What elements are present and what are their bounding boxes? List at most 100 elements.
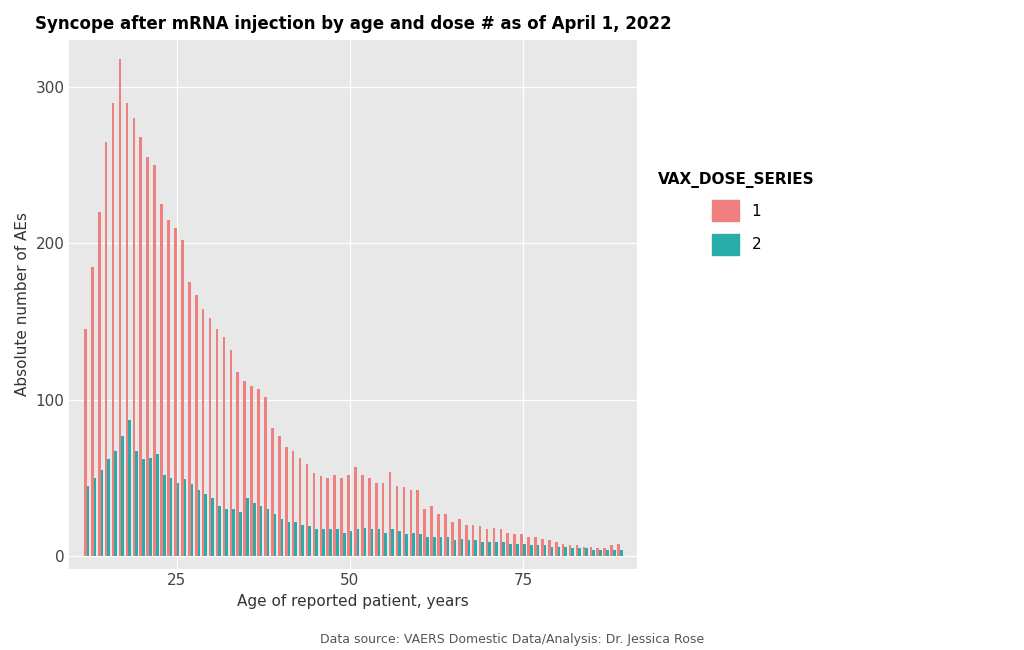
Bar: [564, 547, 567, 556]
Bar: [244, 381, 246, 556]
Bar: [558, 547, 560, 556]
Bar: [299, 458, 301, 556]
Bar: [336, 530, 339, 556]
Bar: [281, 519, 284, 556]
Bar: [568, 545, 571, 556]
Bar: [87, 486, 89, 556]
Bar: [620, 550, 623, 556]
Text: Data source: VAERS Domestic Data/Analysis: Dr. Jessica Rose: Data source: VAERS Domestic Data/Analysi…: [319, 634, 705, 647]
Bar: [132, 118, 135, 556]
Bar: [423, 509, 426, 556]
Bar: [437, 514, 440, 556]
Bar: [229, 350, 232, 556]
Bar: [433, 538, 435, 556]
Bar: [163, 474, 166, 556]
Bar: [285, 447, 288, 556]
Bar: [410, 490, 413, 556]
Bar: [472, 525, 474, 556]
Bar: [312, 473, 315, 556]
Bar: [452, 522, 454, 556]
Bar: [384, 532, 387, 556]
Bar: [571, 548, 574, 556]
Bar: [599, 550, 602, 556]
Bar: [181, 240, 183, 556]
Bar: [440, 538, 442, 556]
Bar: [382, 482, 384, 556]
Bar: [323, 530, 325, 556]
Bar: [350, 531, 352, 556]
Bar: [167, 220, 170, 556]
Bar: [91, 266, 93, 556]
Bar: [327, 478, 329, 556]
Bar: [527, 538, 529, 556]
Bar: [597, 548, 599, 556]
Bar: [100, 470, 103, 556]
Bar: [343, 532, 345, 556]
Bar: [481, 542, 484, 556]
Bar: [174, 227, 177, 556]
Bar: [465, 525, 468, 556]
Bar: [211, 498, 214, 556]
Bar: [541, 539, 544, 556]
Bar: [315, 530, 317, 556]
Bar: [375, 482, 378, 556]
Title: Syncope after mRNA injection by age and dose # as of April 1, 2022: Syncope after mRNA injection by age and …: [35, 15, 672, 33]
Y-axis label: Absolute number of AEs: Absolute number of AEs: [15, 213, 30, 396]
Bar: [603, 548, 606, 556]
Bar: [417, 490, 419, 556]
Bar: [239, 512, 242, 556]
Bar: [347, 474, 350, 556]
Bar: [606, 550, 608, 556]
Bar: [260, 506, 262, 556]
Bar: [267, 509, 269, 556]
Bar: [292, 451, 295, 556]
Bar: [406, 534, 408, 556]
Bar: [516, 543, 519, 556]
Bar: [93, 478, 96, 556]
Bar: [112, 103, 115, 556]
Bar: [479, 526, 481, 556]
Bar: [278, 436, 281, 556]
Bar: [253, 503, 256, 556]
Bar: [398, 531, 401, 556]
Bar: [419, 534, 422, 556]
Bar: [135, 451, 138, 556]
Bar: [126, 103, 128, 556]
Bar: [319, 476, 323, 556]
Bar: [391, 530, 394, 556]
Bar: [586, 548, 588, 556]
Bar: [461, 539, 463, 556]
Bar: [454, 540, 457, 556]
Bar: [537, 545, 540, 556]
Bar: [413, 532, 415, 556]
Bar: [575, 545, 579, 556]
Bar: [246, 498, 249, 556]
Bar: [371, 530, 374, 556]
Bar: [389, 472, 391, 556]
Bar: [161, 204, 163, 556]
Bar: [329, 530, 332, 556]
Bar: [257, 389, 260, 556]
Bar: [551, 547, 553, 556]
Bar: [523, 543, 525, 556]
Bar: [205, 493, 207, 556]
Bar: [232, 509, 234, 556]
Bar: [368, 478, 371, 556]
Bar: [458, 519, 461, 556]
Bar: [198, 490, 200, 556]
Bar: [84, 330, 87, 556]
Bar: [613, 550, 615, 556]
Bar: [225, 509, 228, 556]
Bar: [590, 547, 592, 556]
Bar: [354, 467, 356, 556]
Bar: [555, 542, 558, 556]
Bar: [156, 454, 159, 556]
Bar: [520, 534, 523, 556]
Bar: [195, 295, 198, 556]
X-axis label: Age of reported patient, years: Age of reported patient, years: [238, 594, 469, 609]
Bar: [583, 547, 586, 556]
Bar: [617, 543, 620, 556]
Bar: [579, 548, 581, 556]
Bar: [98, 212, 100, 556]
Bar: [150, 458, 152, 556]
